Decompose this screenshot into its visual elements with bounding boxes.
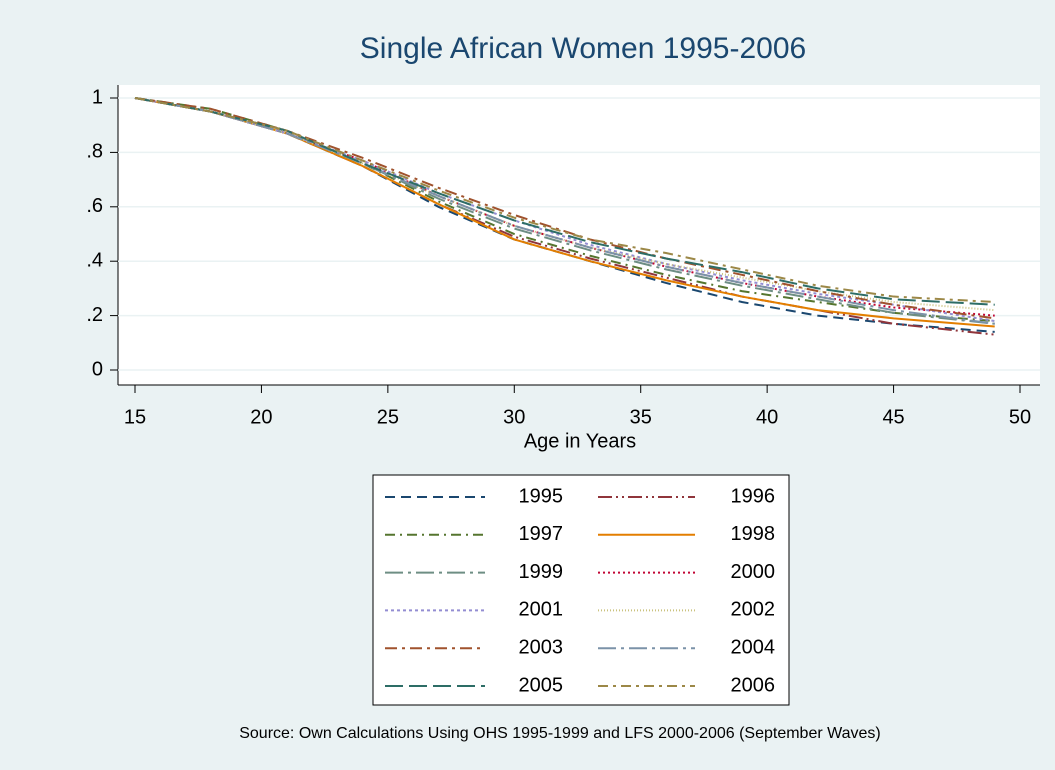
series-line bbox=[134, 97, 995, 303]
legend-label: 1996 bbox=[731, 485, 776, 507]
y-tick-label: .8 bbox=[86, 141, 103, 163]
y-tick-label: .2 bbox=[86, 304, 103, 326]
y-tick-label: 1 bbox=[92, 86, 103, 108]
legend-label: 2005 bbox=[519, 674, 564, 696]
x-tick-label: 45 bbox=[882, 406, 904, 428]
legend-label: 1999 bbox=[519, 561, 564, 583]
legend-label: 2004 bbox=[731, 636, 776, 658]
series-line bbox=[134, 97, 995, 323]
x-tick-label: 20 bbox=[250, 406, 272, 428]
series-line bbox=[134, 97, 995, 325]
series-line bbox=[134, 97, 995, 328]
y-tick-label: .4 bbox=[86, 249, 103, 271]
legend-label: 2000 bbox=[731, 561, 776, 583]
legend-label: 2002 bbox=[731, 599, 776, 621]
series-line bbox=[134, 97, 995, 325]
x-tick-label: 30 bbox=[503, 406, 525, 428]
legend-box bbox=[372, 474, 790, 706]
x-tick-label: 25 bbox=[377, 406, 399, 428]
chart-title: Single African Women 1995-2006 bbox=[360, 32, 806, 65]
x-axis-title: Age in Years bbox=[524, 430, 636, 452]
plot-area bbox=[118, 85, 1040, 385]
legend-label: 1997 bbox=[519, 523, 564, 545]
legend-label: 2006 bbox=[731, 674, 776, 696]
source-note: Source: Own Calculations Using OHS 1995-… bbox=[239, 725, 881, 742]
legend-label: 2001 bbox=[519, 599, 564, 621]
legend-label: 1998 bbox=[731, 523, 776, 545]
x-tick-label: 40 bbox=[756, 406, 778, 428]
y-tick-label: 0 bbox=[92, 358, 103, 380]
y-tick-label: .6 bbox=[86, 195, 103, 217]
series-line bbox=[134, 97, 995, 323]
x-tick-label: 50 bbox=[1009, 406, 1031, 428]
series-line bbox=[134, 97, 995, 306]
legend-label: 1995 bbox=[519, 485, 564, 507]
x-tick-label: 35 bbox=[630, 406, 652, 428]
x-tick-label: 15 bbox=[124, 406, 146, 428]
legend-label: 2003 bbox=[519, 636, 564, 658]
